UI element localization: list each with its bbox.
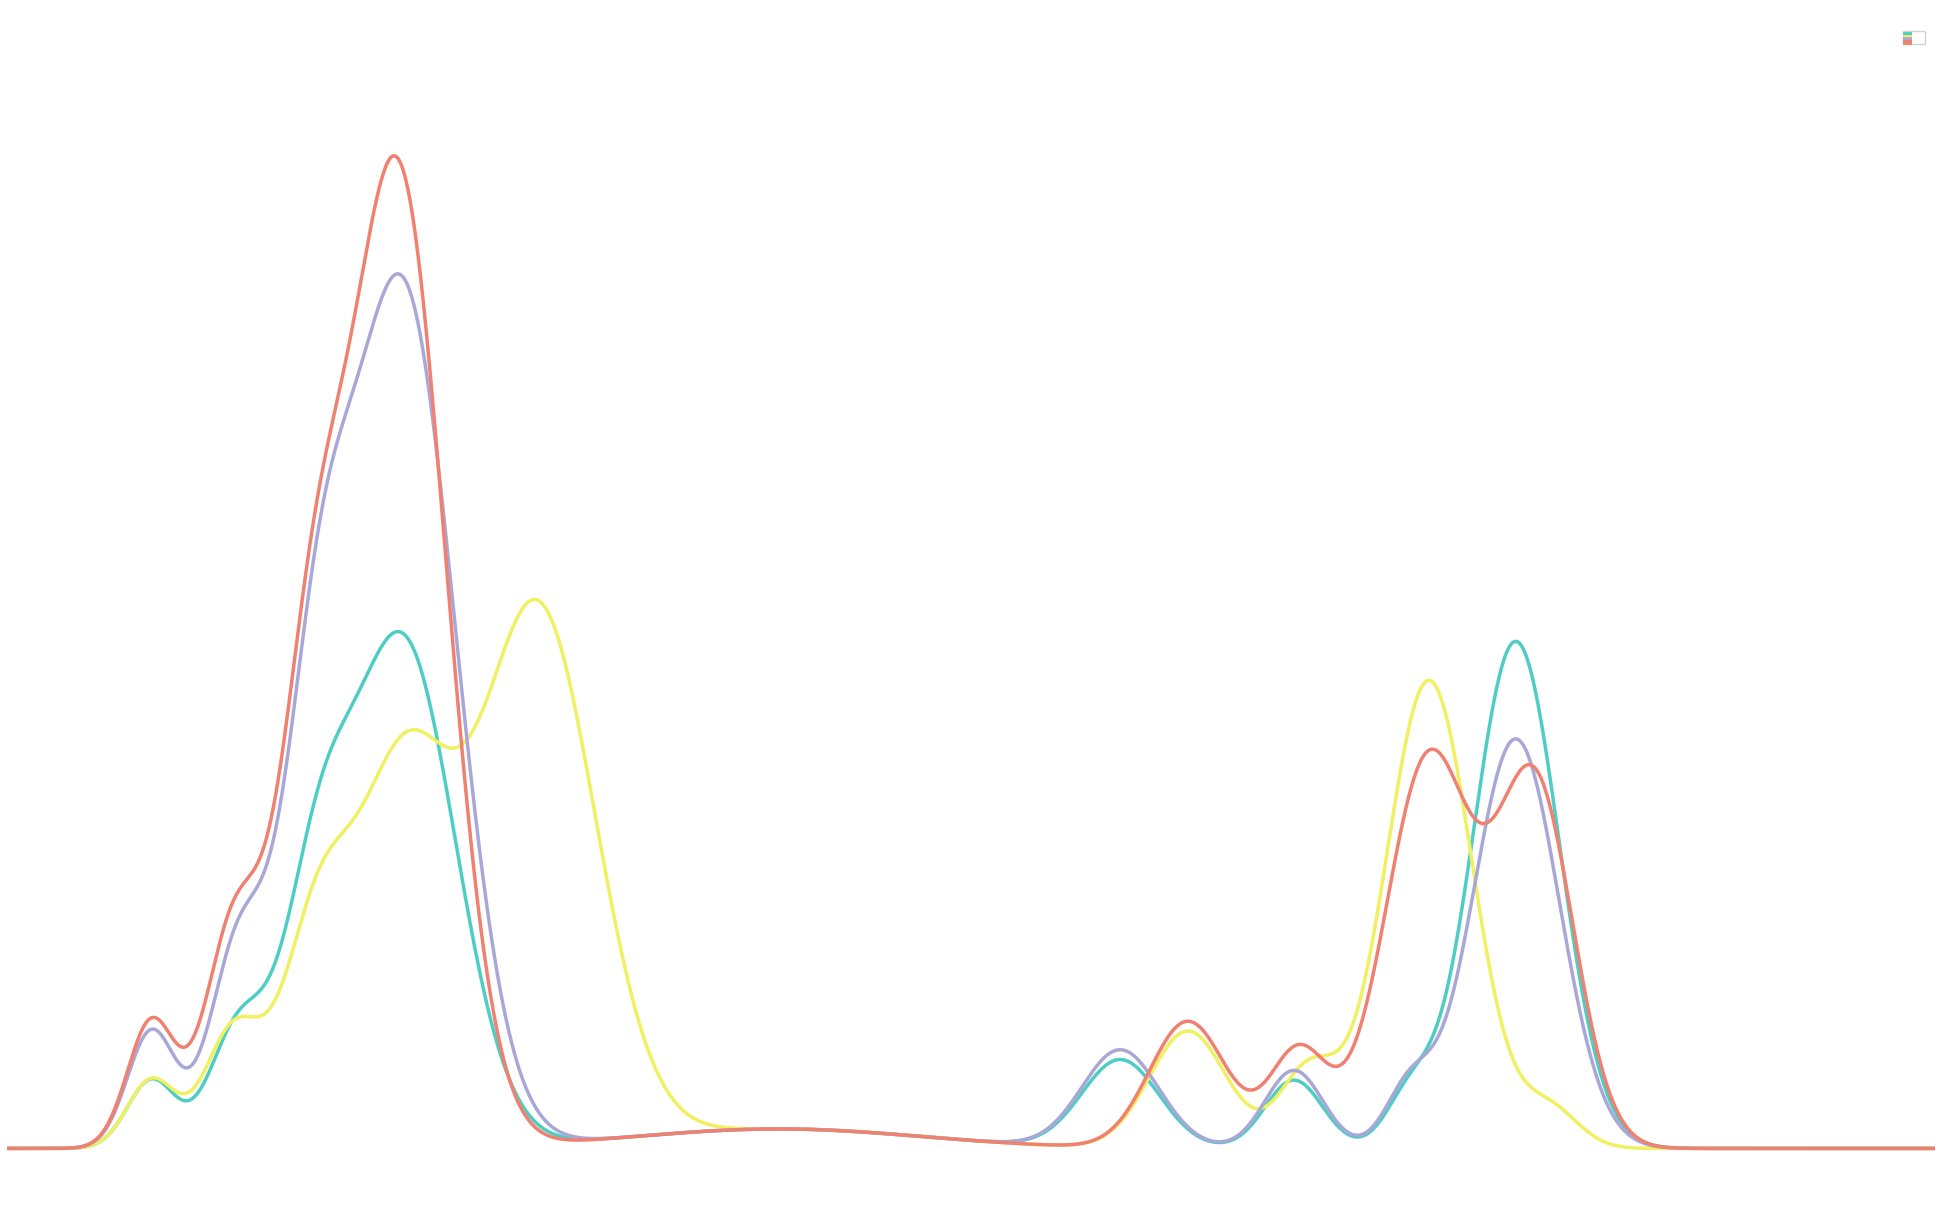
Chl a 90% acetone bbox=[821, 1123, 845, 1138]
Chl a 70% acetone bbox=[821, 1123, 845, 1138]
Chl a 90% acetone bbox=[1396, 1069, 1420, 1083]
Chl a 90% acetone bbox=[1769, 1141, 1792, 1156]
Chl b 70% acetone bbox=[0, 1141, 19, 1156]
Chl b 90% acetone bbox=[821, 1123, 845, 1138]
Line: Chl a 70% acetone: Chl a 70% acetone bbox=[8, 274, 1934, 1148]
Chl b 90% acetone bbox=[1769, 1141, 1792, 1156]
Chl a 70% acetone bbox=[913, 1129, 936, 1144]
Chl b 70% acetone bbox=[1396, 792, 1420, 806]
Line: Chl a 90% acetone: Chl a 90% acetone bbox=[8, 631, 1934, 1148]
Chl b 90% acetone bbox=[1923, 1141, 1942, 1156]
Chl b 70% acetone bbox=[806, 1122, 829, 1136]
Chl b 70% acetone bbox=[1864, 1141, 1888, 1156]
Chl a 70% acetone bbox=[1396, 1064, 1420, 1078]
Chl b 70% acetone bbox=[1923, 1141, 1942, 1156]
Chl a 90% acetone bbox=[913, 1129, 936, 1144]
Chl a 90% acetone bbox=[1864, 1141, 1888, 1156]
Chl a 70% acetone bbox=[1923, 1141, 1942, 1156]
Line: Chl b 70% acetone: Chl b 70% acetone bbox=[8, 155, 1934, 1148]
Chl a 90% acetone bbox=[386, 624, 410, 639]
Chl a 70% acetone bbox=[806, 1122, 829, 1136]
Chl b 70% acetone bbox=[383, 148, 406, 163]
Chl b 70% acetone bbox=[1769, 1141, 1792, 1156]
Chl a 90% acetone bbox=[1923, 1141, 1942, 1156]
Chl a 70% acetone bbox=[0, 1141, 19, 1156]
Chl b 90% acetone bbox=[806, 1122, 829, 1136]
Legend: Chl a 90% acetone, Chl b 90% acetone, Chl a 70% acetone, Chl b 70% acetone: Chl a 90% acetone, Chl b 90% acetone, Ch… bbox=[1903, 31, 1925, 45]
Chl a 90% acetone bbox=[0, 1141, 19, 1156]
Chl b 70% acetone bbox=[913, 1129, 936, 1144]
Chl b 70% acetone bbox=[821, 1123, 845, 1138]
Chl b 90% acetone bbox=[0, 1141, 19, 1156]
Chl b 90% acetone bbox=[522, 592, 546, 606]
Chl b 90% acetone bbox=[1396, 724, 1420, 739]
Chl b 90% acetone bbox=[913, 1129, 936, 1144]
Line: Chl b 90% acetone: Chl b 90% acetone bbox=[8, 599, 1934, 1148]
Chl a 90% acetone bbox=[806, 1122, 829, 1136]
Chl a 70% acetone bbox=[1864, 1141, 1888, 1156]
Chl a 70% acetone bbox=[1769, 1141, 1792, 1156]
Chl a 70% acetone bbox=[386, 266, 410, 281]
Chl b 90% acetone bbox=[1864, 1141, 1888, 1156]
